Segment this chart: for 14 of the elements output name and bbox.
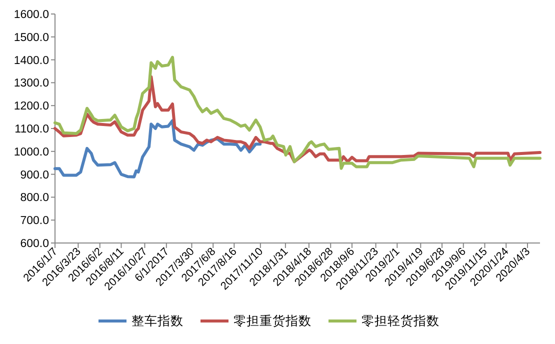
y-tick-label: 900.0 [20, 169, 49, 182]
legend-label: 整车指数 [132, 314, 184, 328]
legend-label: 零担重货指数 [234, 314, 312, 328]
y-tick-label: 600.0 [20, 238, 49, 250]
legend-label: 零担轻货指数 [362, 314, 440, 328]
y-tick-label: 1300.0 [14, 78, 49, 90]
y-tick-label: 1400.0 [14, 54, 49, 67]
y-tick-label: 1500.0 [14, 32, 49, 44]
y-tick-label: 1200.0 [14, 100, 49, 113]
y-tick-label: 1100.0 [14, 124, 49, 136]
y-tick-label: 1600.0 [14, 9, 49, 21]
y-tick-label: 700.0 [20, 215, 49, 228]
y-tick-label: 1000.0 [14, 146, 49, 158]
y-tick-label: 800.0 [20, 192, 49, 204]
